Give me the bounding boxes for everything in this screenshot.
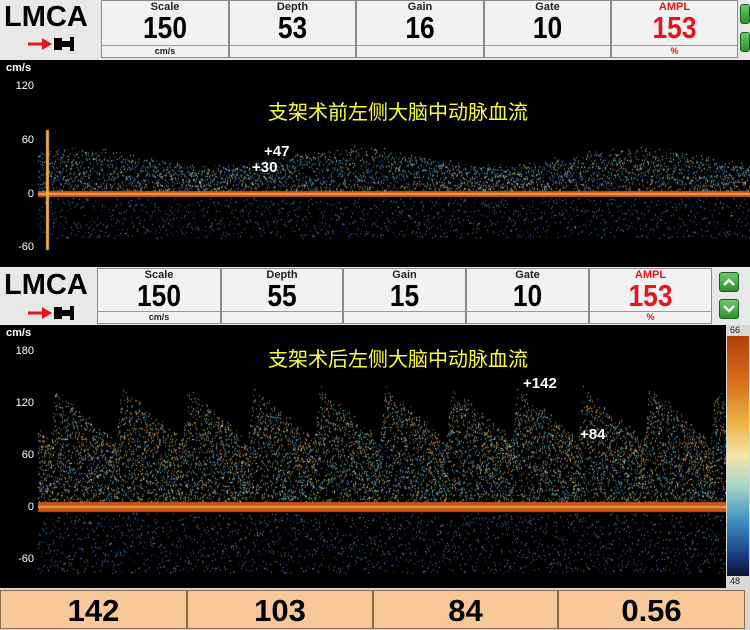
top-doppler-spectrum: [0, 60, 750, 267]
gate-field[interactable]: Gate 10: [484, 0, 611, 58]
chevron-up-icon: [723, 278, 735, 286]
tick-label: -60: [18, 241, 34, 253]
end-diastolic-value: 84: [373, 590, 558, 629]
end-diastolic-marker: +30: [252, 159, 278, 176]
scale-min: 48: [730, 576, 741, 586]
gain-field[interactable]: Gain 16: [356, 0, 484, 58]
probe-icon: [28, 34, 80, 59]
scale-field[interactable]: Scale 150 cm/s: [97, 268, 221, 324]
tick-label: 120: [15, 80, 34, 92]
panel-title: 支架术前左侧大脑中动脉血流: [268, 100, 528, 124]
bottom-doppler-spectrum: [0, 325, 726, 588]
panel-title: 支架术后左侧大脑中动脉血流: [268, 347, 528, 371]
tick-label: 60: [21, 134, 34, 146]
ampl-field[interactable]: AMPL 153 %: [589, 268, 712, 324]
velocity-unit: cm/s: [6, 62, 32, 74]
peak-systolic-value: 142: [0, 590, 187, 629]
scale-gradient: [727, 336, 749, 576]
tick-label: 0: [27, 501, 34, 513]
color-scale: 66 48: [726, 325, 750, 588]
scroll-down-button[interactable]: [740, 32, 750, 52]
tick-label: 180: [15, 345, 34, 357]
mean-velocity-value: 103: [187, 590, 373, 629]
scale-field[interactable]: Scale 150 cm/s: [101, 0, 229, 58]
gate-field[interactable]: Gate 10: [466, 268, 589, 324]
peak-marker: +142: [523, 375, 557, 392]
velocity-unit: cm/s: [6, 327, 32, 339]
peak-marker: +47: [264, 143, 290, 160]
vessel-label: LMCA: [4, 269, 88, 301]
scroll-up-button[interactable]: [719, 272, 739, 292]
scroll-up-button[interactable]: [740, 4, 750, 24]
tick-label: 60: [21, 449, 34, 461]
depth-field[interactable]: Depth 55: [221, 268, 343, 324]
tick-label: -60: [18, 553, 34, 565]
scale-max: 66: [730, 325, 741, 335]
tick-label: 120: [15, 397, 34, 409]
bottom-spectrum-panel: cm/s 180 120 60 0 -60 支架术后左侧大脑中动脉血流 +142…: [0, 325, 726, 588]
top-header: LMCA Scale 150 cm/s Depth 53 Gain 16 Gat…: [0, 0, 750, 60]
scroll-down-button[interactable]: [719, 299, 739, 319]
vessel-label: LMCA: [4, 1, 88, 33]
tick-label: 0: [27, 188, 34, 200]
ampl-field[interactable]: AMPL 153 %: [611, 0, 738, 58]
depth-field[interactable]: Depth 53: [229, 0, 356, 58]
bottom-header: LMCA Scale 150 cm/s Depth 55 Gain 15 Gat…: [0, 267, 750, 325]
top-spectrum-panel: cm/s 120 60 0 -60 支架术前左侧大脑中动脉血流 +47 +30: [0, 60, 750, 267]
probe-icon: [28, 303, 80, 328]
chevron-down-icon: [723, 305, 735, 313]
gain-field[interactable]: Gain 15: [343, 268, 466, 324]
pulsatility-index-value: 0.56: [558, 590, 745, 629]
end-diastolic-marker: +84: [580, 426, 606, 443]
